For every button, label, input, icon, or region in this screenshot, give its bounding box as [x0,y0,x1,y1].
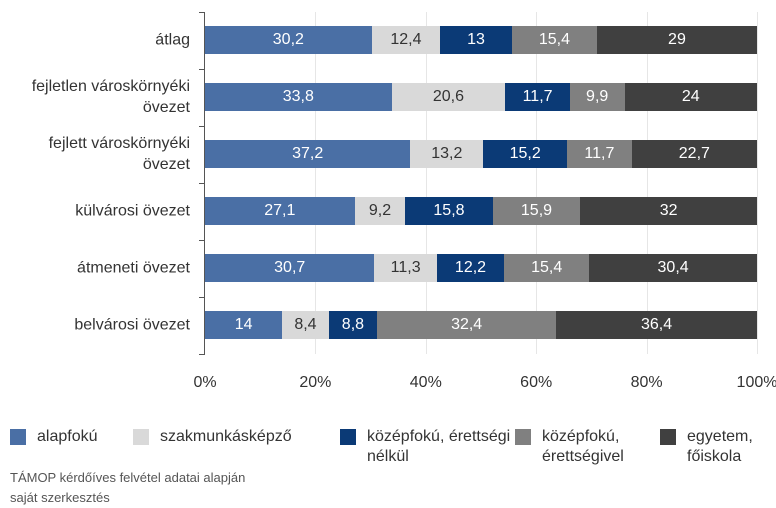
y-axis-tick [199,125,205,127]
bar-segment: 12,4 [371,26,441,54]
legend-swatch [133,429,149,445]
x-tick-label: 40% [409,374,442,391]
x-tick-label: 0% [193,374,217,391]
source-note: TÁMOP kérdőíves felvétel adatai alapján … [10,470,246,505]
x-tick-label: 80% [630,374,663,391]
bar-segment: 13,2 [410,140,484,168]
legend-label: középfokú, érettségivel [542,428,624,465]
bar-segment: 30,7 [205,254,375,282]
legend-label: középfokú, érettségi nélkül [367,428,511,465]
y-axis-tick [199,68,205,70]
bar-segment: 11,7 [505,83,570,111]
bar-segment: 11,7 [567,140,632,168]
y-axis-tick [199,182,205,184]
legend-label: alapfokú [37,428,98,445]
legend-swatch [515,429,531,445]
legend-swatch [340,429,356,445]
bar-segment: 11,3 [374,254,437,282]
bar-segment: 9,9 [569,83,625,111]
grid-line [646,11,648,354]
y-axis-tick [199,296,205,298]
bar-segment: 15,4 [511,26,597,54]
y-tick-label: átlag [155,31,190,49]
bar-segment: 37,2 [205,140,411,168]
bar-segment: 8,4 [282,311,329,339]
bar-segment: 32,4 [377,311,557,339]
bar-segment: 29 [596,26,757,54]
x-tick-label: 100% [736,374,776,391]
y-axis-tick [199,11,205,13]
legend-swatch [660,429,676,445]
bar-segment: 15,2 [483,140,568,168]
legend-label: egyetem, főiskola [687,428,753,465]
y-tick-label: külvárosi övezet [75,202,190,220]
bar-segment: 20,6 [391,83,506,111]
bar-segment: 36,4 [556,311,757,339]
y-tick-label: belvárosi övezet [74,316,190,334]
y-tick-label: átmeneti övezet [77,259,190,277]
bar-segment: 22,7 [631,140,757,168]
bar-segment: 13 [440,26,512,54]
grid-line [757,11,758,354]
y-axis-tick [199,239,205,241]
bar-segment: 30,4 [589,254,757,282]
legend-swatch [10,429,26,445]
bar-segment: 9,2 [354,197,406,225]
bar-segment: 30,2 [205,26,372,54]
bar-segment: 15,4 [504,254,590,282]
bar-segment: 27,1 [205,197,355,225]
y-axis-tick [199,353,205,355]
bar-segment: 15,9 [492,197,581,225]
y-tick-label: fejlett városkörnyéki övezet [48,135,190,173]
grid-line [315,11,317,354]
bar-segment: 14 [205,311,283,339]
grid-line [425,11,427,354]
x-tick-label: 20% [299,374,332,391]
bar-segment: 24 [624,83,757,111]
legend-label: szakmunkásképző [160,428,292,445]
bar-segment: 8,8 [328,311,378,339]
y-tick-label: fejletlen városkörnyéki övezet [31,78,190,116]
bar-segment: 12,2 [436,254,505,282]
bar-segment: 33,8 [205,83,392,111]
bar-segment: 15,8 [405,197,493,225]
grid-line [536,11,538,354]
x-tick-label: 60% [520,374,553,391]
bar-segment: 32 [580,197,757,225]
